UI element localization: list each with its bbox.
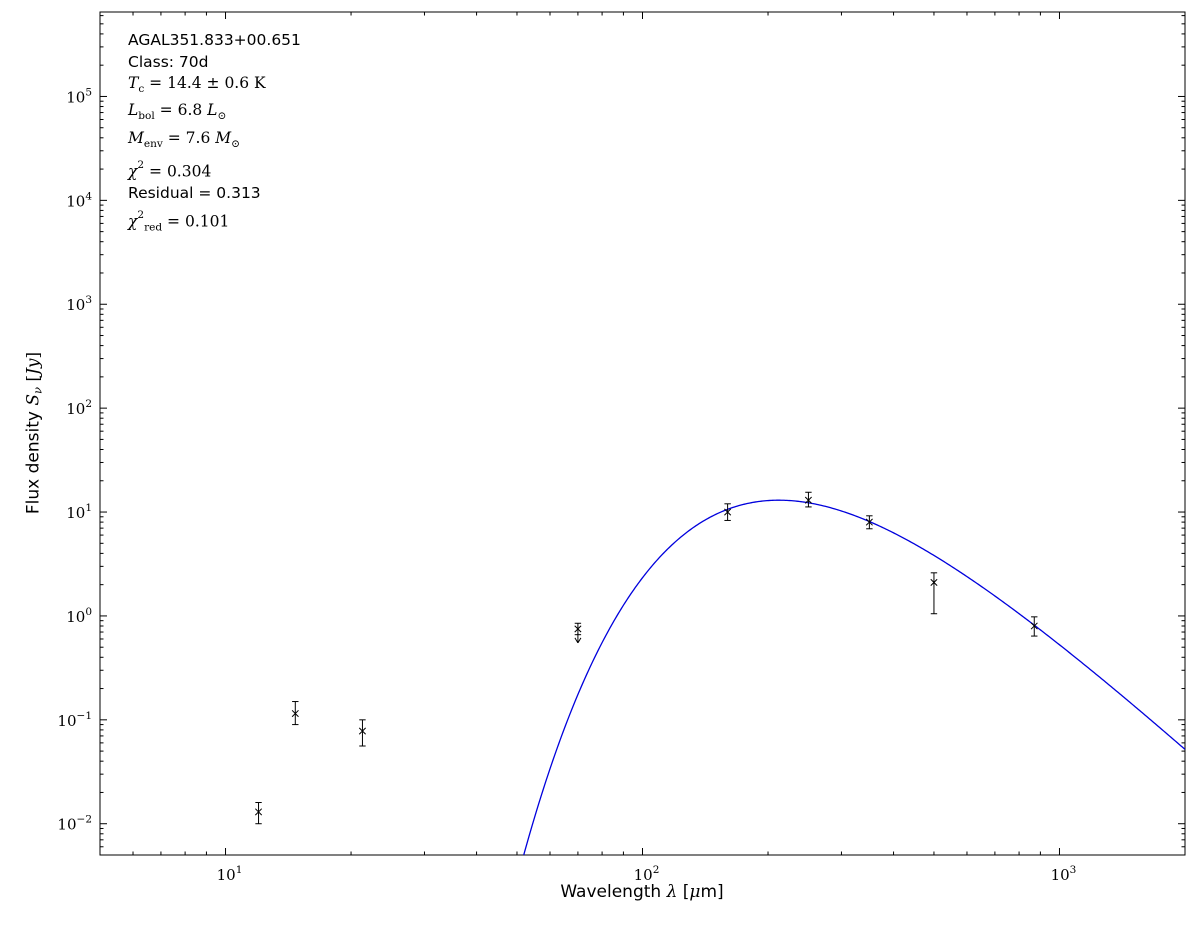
upper-limit-arrow <box>577 637 582 644</box>
x-tick-label: 101 <box>217 864 243 884</box>
y-tick-label: 104 <box>66 190 92 210</box>
marker-x <box>358 727 367 735</box>
marker-x <box>804 496 812 504</box>
annotation-class: Class: 70d <box>128 52 209 71</box>
data-point <box>930 572 938 615</box>
x-axis-label: Wavelength λ [μm] <box>560 882 724 902</box>
data-point <box>254 802 263 825</box>
annotation-envelope-mass: Menv = 7.6 M⊙ <box>128 128 240 150</box>
data-point <box>574 622 582 644</box>
data-point <box>865 515 873 530</box>
annotation-source-name: AGAL351.833+00.651 <box>128 31 301 49</box>
y-axis-label: Flux density Sν [Jy] <box>23 351 45 515</box>
plot-frame <box>99 11 1186 856</box>
data-point <box>724 503 732 521</box>
upper-limit-arrow <box>574 637 579 644</box>
y-tick-label: 100 <box>66 606 92 626</box>
y-tick-label: 105 <box>66 86 92 106</box>
data-point <box>1030 616 1038 637</box>
x-tick-label: 102 <box>634 864 660 884</box>
y-tick-label: 10−1 <box>57 710 92 730</box>
marker-x <box>930 578 938 587</box>
greybody-fit-curve <box>523 499 1185 855</box>
y-tick-label: 101 <box>66 502 92 522</box>
marker-x <box>865 518 873 526</box>
data-point <box>804 491 812 508</box>
x-tick-label: 103 <box>1051 864 1077 884</box>
fit-annotation-block: AGAL351.833+00.651 Class: 70d Tc = 14.4 ± … <box>128 30 301 239</box>
annotation-chi-squared: χ2 = 0.304 <box>128 159 212 181</box>
marker-x <box>1030 622 1038 630</box>
marker-x <box>724 508 732 516</box>
marker-x <box>291 709 299 718</box>
y-tick-label: 10−2 <box>57 814 92 834</box>
y-tick-label: 103 <box>66 294 92 314</box>
annotation-bolometric-luminosity: Lbol = 6.8 L⊙ <box>128 101 227 123</box>
data-point <box>358 719 367 747</box>
y-tick-label: 102 <box>66 398 92 418</box>
marker-x <box>574 625 582 633</box>
annotation-chi-squared-reduced: χ2red = 0.101 <box>128 208 230 234</box>
data-point <box>291 701 299 726</box>
annotation-residual: Residual = 0.313 <box>128 184 261 203</box>
annotation-dust-temperature: Tc = 14.4 ± 0.6 K <box>128 74 266 95</box>
marker-x <box>254 808 263 816</box>
